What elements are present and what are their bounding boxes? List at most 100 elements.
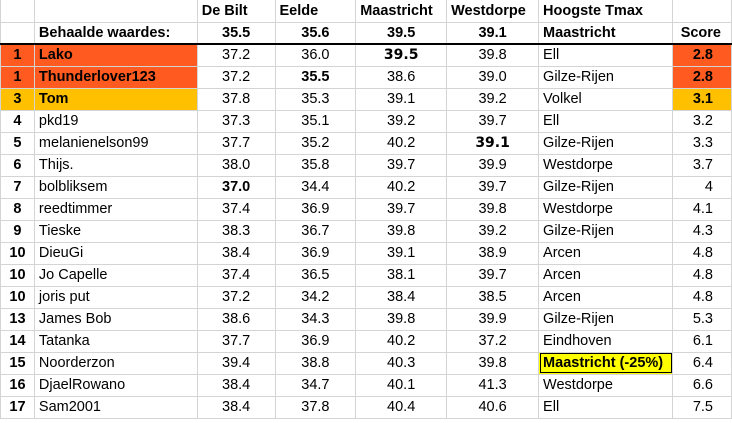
maastricht-cell: 40.2 (355, 175, 448, 199)
table-row: 5 melanienelson99 37.7 35.2 40.2 39.1 Gilze-Ri… (0, 131, 732, 155)
eelde-cell: 36.9 (274, 241, 357, 265)
table-row: 14 Tatanka 37.7 36.9 40.2 37.2 Eindhoven 6.1 (0, 329, 732, 353)
achieved-eelde: 35.6 (274, 21, 357, 45)
eelde-cell: 35.1 (274, 109, 357, 133)
rank-cell: 17 (0, 395, 35, 419)
score-cell: 4.8 (672, 285, 732, 309)
score-cell: 6.1 (672, 329, 732, 353)
tmax-cell: Gilze-Rijen (538, 131, 673, 155)
table-row: 17 Sam2001 38.4 37.8 40.4 40.6 Ell 7.5 (0, 395, 732, 419)
eelde-cell: 36.0 (274, 43, 357, 67)
score-cell: 4.8 (672, 241, 732, 265)
rank-cell: 1 (0, 65, 35, 89)
name-cell: DjaelRowano (33, 373, 198, 397)
debilt-cell: 37.2 (196, 43, 276, 67)
maastricht-cell: 39.1 (355, 241, 448, 265)
score-cell: 4 (672, 175, 732, 199)
tmax-cell: Gilze-Rijen (538, 307, 673, 331)
table-row: 13 James Bob 38.6 34.3 39.8 39.9 Gilze-Rijen 5.… (0, 307, 732, 331)
maastricht-cell: 39.8 (355, 219, 448, 243)
debilt-cell: 37.8 (196, 87, 276, 111)
table-row: 1 Lako 37.2 36.0 39.5 39.8 Ell 2.8 (0, 43, 732, 67)
col-header-eelde: Eelde (274, 0, 357, 23)
maastricht-cell: 40.2 (355, 131, 448, 155)
col-header-westdorpe: Westdorpe (446, 0, 540, 23)
westdorpe-cell: 41.3 (446, 373, 540, 397)
rank-cell: 6 (0, 153, 35, 177)
eelde-cell: 35.3 (274, 87, 357, 111)
table-row: 15 Noorderzon 39.4 38.8 40.3 39.8 Maastricht (… (0, 351, 732, 375)
table-row: 7 bolbliksem 37.0 34.4 40.2 39.7 Gilze-Rijen 4 (0, 175, 732, 199)
maastricht-cell: 39.2 (355, 109, 448, 133)
name-cell: DieuGi (33, 241, 198, 265)
score-cell: 3.3 (672, 131, 732, 155)
rank-cell: 15 (0, 351, 35, 375)
score-cell: 6.4 (672, 351, 732, 375)
westdorpe-cell: 39.8 (446, 197, 540, 221)
name-cell: joris put (33, 285, 198, 309)
maastricht-cell: 38.4 (355, 285, 448, 309)
score-cell: 4.3 (672, 219, 732, 243)
maastricht-cell: 39.5 (355, 43, 448, 67)
table-row: 16 DjaelRowano 38.4 34.7 40.1 41.3 Westdorpe 6.… (0, 373, 732, 397)
eelde-cell: 35.8 (274, 153, 357, 177)
eelde-cell: 34.4 (274, 175, 357, 199)
eelde-cell: 35.2 (274, 131, 357, 155)
col-header-maastricht: Maastricht (355, 0, 448, 23)
tmax-cell: Gilze-Rijen (538, 65, 673, 89)
rank-cell: 1 (0, 43, 35, 67)
table-row: 10 joris put 37.2 34.2 38.4 38.5 Arcen 4.8 (0, 285, 732, 309)
achieved-row: Behaalde waardes: 35.5 35.6 39.5 39.1 Ma… (0, 21, 732, 45)
name-cell: Lako (33, 43, 198, 67)
name-cell: Thunderlover123 (33, 65, 198, 89)
rank-cell: 10 (0, 263, 35, 287)
rank-cell: 10 (0, 285, 35, 309)
maastricht-cell: 40.4 (355, 395, 448, 419)
westdorpe-cell: 39.9 (446, 307, 540, 331)
header-blank (672, 0, 732, 23)
rank-cell: 3 (0, 87, 35, 111)
tmax-cell: Arcen (538, 285, 673, 309)
westdorpe-cell: 39.7 (446, 175, 540, 199)
score-cell: 4.8 (672, 263, 732, 287)
debilt-cell: 38.4 (196, 373, 276, 397)
col-header-score: Score (672, 21, 732, 45)
debilt-cell: 37.2 (196, 65, 276, 89)
score-cell: 6.6 (672, 373, 732, 397)
tmax-cell: Arcen (538, 263, 673, 287)
rank-cell: 7 (0, 175, 35, 199)
name-cell: Tatanka (33, 329, 198, 353)
header-blank (33, 0, 198, 23)
maastricht-cell: 40.3 (355, 351, 448, 375)
rank-cell: 13 (0, 307, 35, 331)
name-cell: Jo Capelle (33, 263, 198, 287)
westdorpe-cell: 39.8 (446, 43, 540, 67)
debilt-cell: 38.4 (196, 241, 276, 265)
name-cell: Tieske (33, 219, 198, 243)
maastricht-cell: 40.1 (355, 373, 448, 397)
table-row: 1 Thunderlover123 37.2 35.5 38.6 39.0 Gilze-Ri… (0, 65, 732, 89)
achieved-maastricht: 39.5 (355, 21, 448, 45)
debilt-cell: 37.4 (196, 197, 276, 221)
score-cell: 2.8 (672, 43, 732, 67)
debilt-cell: 37.2 (196, 285, 276, 309)
eelde-cell: 36.7 (274, 219, 357, 243)
name-cell: reedtimmer (33, 197, 198, 221)
name-cell: Tom (33, 87, 198, 111)
debilt-cell: 37.7 (196, 131, 276, 155)
debilt-cell: 37.7 (196, 329, 276, 353)
maastricht-cell: 39.7 (355, 197, 448, 221)
rank-cell: 9 (0, 219, 35, 243)
table-row: 10 Jo Capelle 37.4 36.5 38.1 39.7 Arcen 4.8 (0, 263, 732, 287)
rank-cell: 4 (0, 109, 35, 133)
eelde-cell: 36.9 (274, 197, 357, 221)
tmax-cell: Maastricht (-25%) (538, 351, 673, 375)
westdorpe-cell: 37.2 (446, 329, 540, 353)
table-row: 4 pkd19 37.3 35.1 39.2 39.7 Ell 3.2 (0, 109, 732, 133)
achieved-label: Behaalde waardes: (33, 21, 198, 45)
achieved-debilt: 35.5 (196, 21, 276, 45)
debilt-cell: 38.4 (196, 395, 276, 419)
name-cell: Sam2001 (33, 395, 198, 419)
rank-cell: 10 (0, 241, 35, 265)
